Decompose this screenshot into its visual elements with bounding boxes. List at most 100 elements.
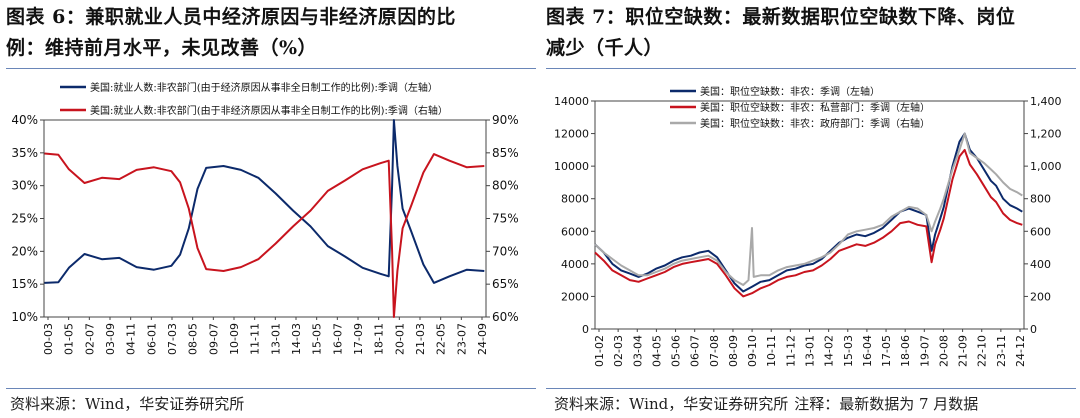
right-chart: 0 2000 4000 6000 8000 10000 12000 14000 0 200 400 6… — [548, 80, 1078, 384]
right-source-divider — [546, 388, 1076, 389]
right-title-divider — [546, 68, 1076, 69]
series-line-0 — [44, 119, 485, 284]
x-axis-tick-label: 15-03 — [842, 335, 855, 367]
left-axis-tick-label: 15% — [11, 277, 38, 291]
x-axis-tick-label: 11-12 — [784, 335, 797, 367]
x-axis-tick-label: 18-06 — [899, 335, 912, 367]
x-axis-tick-label: 24-12 — [1014, 335, 1027, 367]
left-axis-tick-label: 35% — [11, 146, 38, 160]
x-axis-tick-label: 09-10 — [746, 335, 759, 367]
legend-label-0: 美国：职位空缺数：非农：季调（左轴） — [700, 85, 880, 98]
x-axis-tick-label: 16-04 — [861, 335, 874, 367]
left-chart-title: 图表 6：兼职就业人员中经济原因与非经济原因的比 例：维持前月水平，未见改善（%… — [6, 2, 536, 64]
left-axis-tick-label: 10% — [11, 310, 38, 324]
right-axis-tick-label: 65% — [492, 277, 519, 291]
right-chart-svg: 0 2000 4000 6000 8000 10000 12000 14000 0 200 400 6… — [554, 85, 1062, 367]
legend-label-2: 美国：职位空缺数：非农：政府部门：季调（右轴） — [700, 117, 930, 130]
plot-frame — [43, 119, 487, 318]
left-source-text: 资料来源：Wind，华安证券研究所 — [10, 395, 245, 413]
x-axis-tick-label: 02-03 — [612, 335, 625, 367]
left-axis-tick-label: 40% — [11, 113, 38, 127]
left-axis-tick-label: 8000 — [561, 193, 589, 206]
x-axis-tick-label: 21-09 — [957, 335, 970, 367]
x-axis-tick-label: 01-02 — [593, 335, 606, 367]
left-axis-tick-label: 10000 — [554, 160, 589, 173]
right-axis-tick-label: 600 — [1030, 225, 1051, 238]
x-axis-tick-label: 10-09 — [228, 323, 241, 355]
right-title-line2: 减少（千人） — [546, 37, 664, 59]
left-title-divider — [6, 68, 536, 69]
legend-label-0: 美国:就业人数:非农部门(由于经济原因从事非全日制工作的比例):季调（左轴） — [90, 81, 438, 94]
right-axis-tick-label: 60% — [492, 310, 519, 324]
x-axis-tick-label: 03-09 — [104, 323, 117, 355]
left-title-line1: 图表 6：兼职就业人员中经济原因与非经济原因的比 — [6, 6, 456, 28]
x-axis-tick-label: 08-09 — [727, 335, 740, 367]
left-axis-tick-label: 2000 — [561, 290, 589, 303]
x-axis-tick-label: 17-05 — [880, 335, 893, 367]
left-chart: 10% 15% 20% 25% 30% 35% 40% 60% 65% 70% 75% 80% 85% 9… — [0, 80, 536, 384]
x-axis-tick-label: 20-01 — [393, 323, 406, 355]
x-axis-tick-label: 03-04 — [631, 335, 644, 367]
x-axis-tick-label: 13-01 — [269, 323, 282, 355]
series-line-2 — [594, 132, 1023, 286]
x-axis-tick-label: 04-11 — [125, 323, 138, 355]
left-axis-tick-label: 25% — [11, 212, 38, 226]
right-axis-tick-label: 70% — [492, 244, 519, 258]
x-axis-tick-label: 17-09 — [352, 323, 365, 355]
right-axis-tick-label: 1,400 — [1030, 95, 1062, 108]
x-axis-tick-label: 23-07 — [455, 323, 468, 355]
x-axis-tick-label: 15-05 — [311, 323, 324, 355]
right-title-line1: 图表 7：职位空缺数：最新数据职位空缺数下降、岗位 — [546, 6, 1016, 28]
x-axis-tick-label: 07-03 — [166, 323, 179, 355]
right-chart-title: 图表 7：职位空缺数：最新数据职位空缺数下降、岗位 减少（千人） — [546, 2, 1076, 64]
x-axis-tick-label: 06-07 — [689, 335, 702, 367]
left-source: 资料来源：Wind，华安证券研究所 — [10, 393, 244, 414]
left-axis-tick-label: 4000 — [561, 258, 589, 271]
plot-frame — [594, 100, 1025, 330]
x-axis-tick-label: 18-11 — [373, 323, 386, 355]
x-axis-tick-label: 13-01 — [804, 335, 817, 367]
x-axis-tick-label: 22-10 — [976, 335, 989, 367]
right-axis-tick-label: 80% — [492, 179, 519, 193]
x-axis-tick-label: 04-05 — [650, 335, 663, 367]
x-axis-tick-label: 10-11 — [765, 335, 778, 367]
x-axis-tick-label: 21-03 — [414, 323, 427, 355]
right-axis-tick-label: 400 — [1030, 258, 1051, 271]
x-axis-tick-label: 06-01 — [145, 323, 158, 355]
right-source-note: 注释：最新数据为 7 月数据 — [794, 395, 979, 413]
left-axis-tick-label: 12000 — [554, 128, 589, 141]
x-axis-tick-label: 00-03 — [42, 323, 55, 355]
x-axis-tick-label: 11-11 — [249, 323, 262, 355]
right-axis-tick-label: 0 — [1030, 323, 1037, 336]
left-axis-tick-label: 14000 — [554, 95, 589, 108]
x-axis-tick-label: 07-08 — [708, 335, 721, 367]
legend-label-1: 美国：职位空缺数：非农：私营部门：季调（左轴） — [700, 101, 930, 114]
series-line-1 — [594, 148, 1023, 298]
x-axis-tick-label: 02-07 — [83, 323, 96, 355]
right-axis-tick-label: 200 — [1030, 290, 1051, 303]
x-axis-tick-label: 22-05 — [435, 323, 448, 355]
x-axis-tick-label: 19-07 — [918, 335, 931, 367]
x-axis-tick-label: 16-07 — [331, 323, 344, 355]
x-axis-tick-label: 05-06 — [670, 335, 683, 367]
left-axis-tick-label: 0 — [582, 323, 589, 336]
left-source-divider — [6, 388, 536, 389]
right-source: 资料来源：Wind，华安证券研究所 注释：最新数据为 7 月数据 — [554, 393, 978, 414]
x-axis-tick-label: 14-02 — [823, 335, 836, 367]
right-axis-tick-label: 85% — [492, 146, 519, 160]
x-axis-tick-label: 08-05 — [187, 323, 200, 355]
x-axis-tick-label: 24-09 — [476, 323, 489, 355]
legend-label-1: 美国:就业人数:非农部门(由于非经济原因从事非全日制工作的比例):季调（右轴） — [90, 104, 448, 117]
x-axis-tick-label: 01-05 — [63, 323, 76, 355]
x-axis-tick-label: 20-08 — [937, 335, 950, 367]
series-line-1 — [44, 152, 485, 318]
right-axis-tick-label: 800 — [1030, 193, 1051, 206]
x-axis-tick-label: 23-11 — [995, 335, 1008, 367]
left-axis-tick-label: 20% — [11, 244, 38, 258]
right-axis-tick-label: 75% — [492, 212, 519, 226]
left-title-line2: 例：维持前月水平，未见改善（%） — [6, 37, 318, 59]
right-axis-tick-label: 1,000 — [1030, 160, 1062, 173]
right-axis-tick-label: 90% — [492, 113, 519, 127]
x-axis-tick-label: 14-03 — [290, 323, 303, 355]
x-axis-tick-label: 09-07 — [207, 323, 220, 355]
